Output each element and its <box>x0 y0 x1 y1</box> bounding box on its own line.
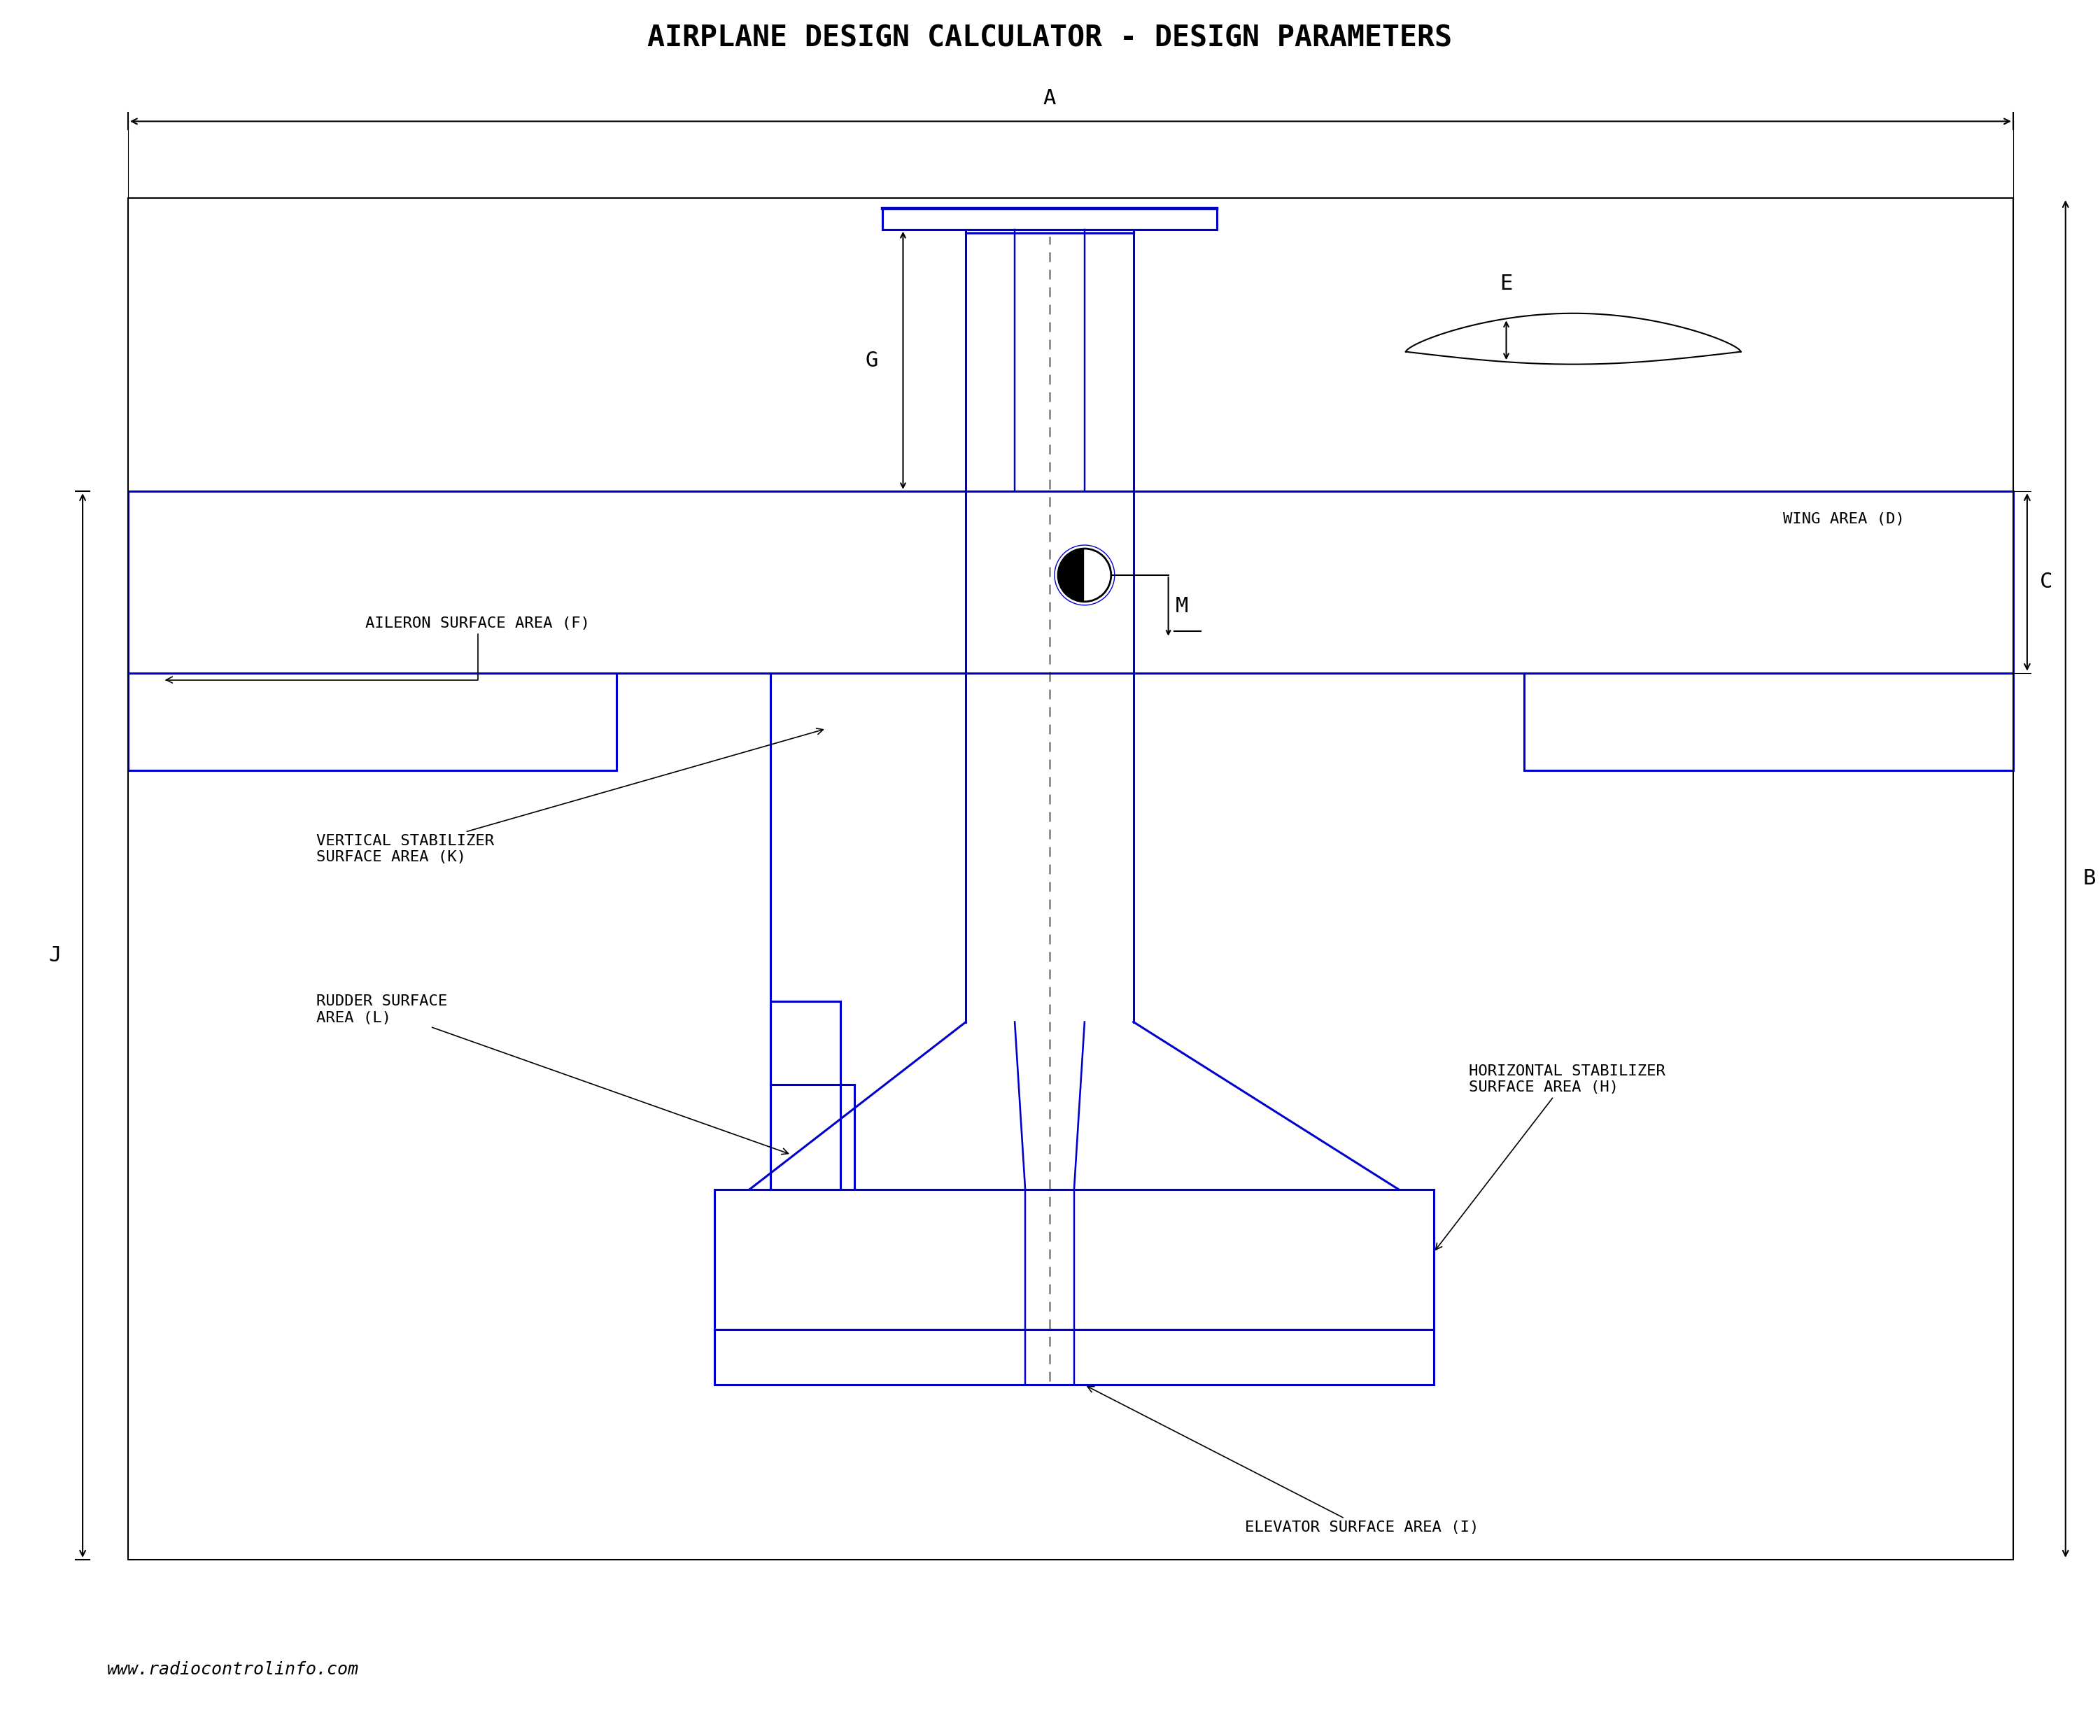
Text: E: E <box>1499 274 1512 293</box>
Text: RUDDER SURFACE
AREA (L): RUDDER SURFACE AREA (L) <box>317 995 788 1154</box>
Bar <box>1525 674 2014 771</box>
Polygon shape <box>1058 549 1084 602</box>
Bar <box>771 1002 840 1189</box>
Text: HORIZONTAL STABILIZER
SURFACE AREA (H): HORIZONTAL STABILIZER SURFACE AREA (H) <box>1436 1064 1665 1250</box>
Text: B: B <box>2083 868 2096 889</box>
Text: ELEVATOR SURFACE AREA (I): ELEVATOR SURFACE AREA (I) <box>1088 1387 1478 1535</box>
Text: VERTICAL STABILIZER
SURFACE AREA (K): VERTICAL STABILIZER SURFACE AREA (K) <box>317 729 823 865</box>
Text: J: J <box>48 946 61 965</box>
Text: M: M <box>1176 597 1189 616</box>
Text: G: G <box>865 351 878 370</box>
Text: AILERON SURFACE AREA (F): AILERON SURFACE AREA (F) <box>166 616 590 682</box>
Bar <box>128 491 2014 674</box>
Text: AIRPLANE DESIGN CALCULATOR - DESIGN PARAMETERS: AIRPLANE DESIGN CALCULATOR - DESIGN PARA… <box>647 24 1451 54</box>
Polygon shape <box>1084 549 1111 602</box>
Bar <box>128 674 617 771</box>
Text: WING AREA (D): WING AREA (D) <box>1783 512 1905 526</box>
Text: C: C <box>2039 571 2052 592</box>
Text: www.radiocontrolinfo.com: www.radiocontrolinfo.com <box>107 1661 359 1679</box>
Text: A: A <box>1044 89 1056 109</box>
Bar <box>714 1189 1434 1385</box>
